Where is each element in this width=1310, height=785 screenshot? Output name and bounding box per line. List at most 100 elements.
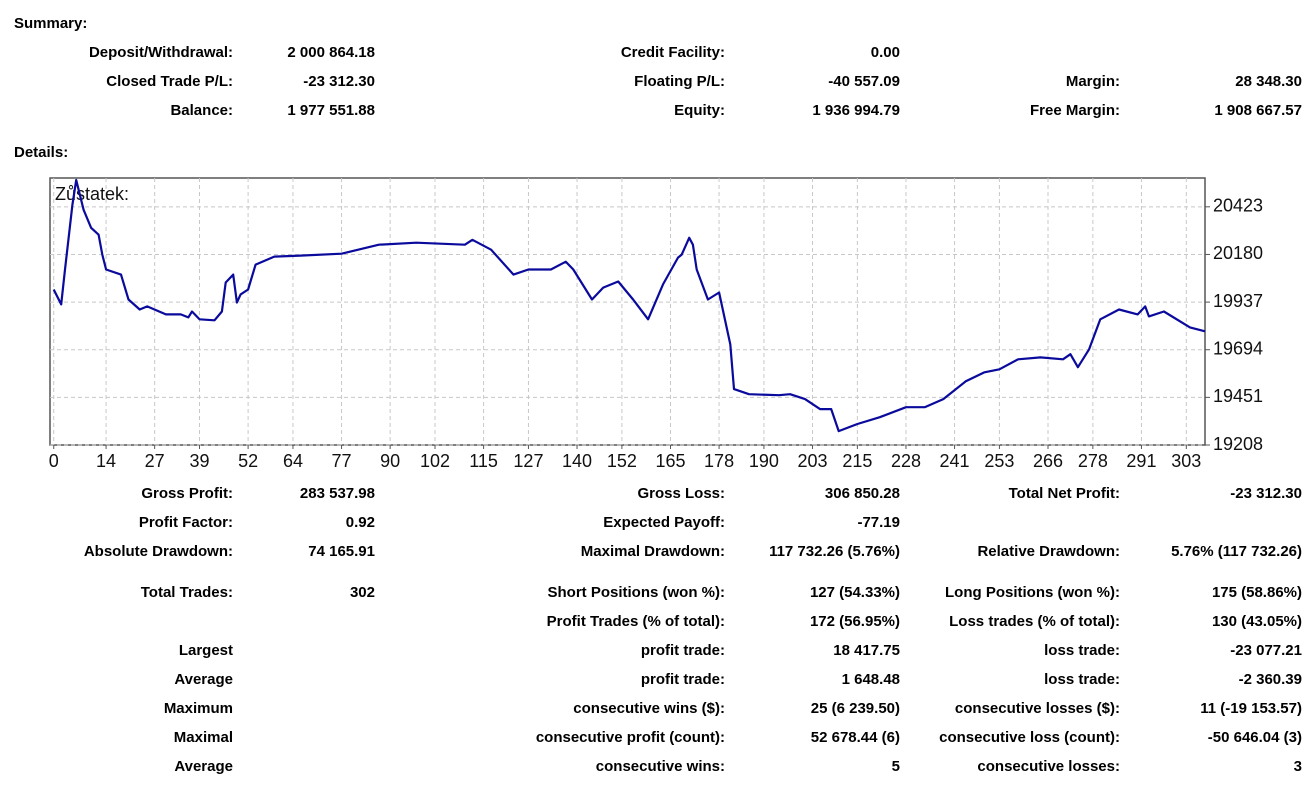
balance-line [52,178,1206,433]
field-value: 25 (6 239.50) [811,700,900,717]
x-tick-label: 152 [607,451,637,471]
field-value: -77.19 [857,514,900,531]
x-tick-label: 266 [1033,451,1063,471]
field-label: Absolute Drawdown: [84,543,233,560]
x-tick-label: 228 [891,451,921,471]
x-tick-label: 115 [469,451,498,471]
x-tick-label: 52 [238,451,258,471]
y-tick-label: 19451 [1213,386,1263,406]
field-value: 172 (56.95%) [810,613,900,630]
x-tick-label: 241 [940,451,970,471]
x-tick-label: 253 [984,451,1014,471]
x-tick-label: 102 [420,451,450,471]
chart-title: Zůstatek: [55,184,129,204]
x-tick-label: 291 [1126,451,1156,471]
field-label: Loss trades (% of total): [949,613,1120,630]
field-label: profit trade: [641,642,725,659]
x-tick-label: 90 [380,451,400,471]
x-tick-label: 203 [798,451,828,471]
field-value: 175 (58.86%) [1212,584,1302,601]
field-label: loss trade: [1044,642,1120,659]
field-value: -50 646.04 (3) [1208,729,1302,746]
field-label: Total Trades: [141,584,233,601]
field-value: -23 077.21 [1230,642,1302,659]
x-tick-label: 0 [49,451,59,471]
field-label: Expected Payoff: [603,514,725,531]
details-heading: Details: [14,144,68,161]
field-label: consecutive losses: [977,758,1120,775]
field-label: consecutive wins: [596,758,725,775]
field-label: Gross Profit: [141,485,233,502]
field-label: Free Margin: [1030,102,1120,119]
field-value: 1 648.48 [842,671,900,688]
field-value: 1 936 994.79 [812,102,900,119]
x-tick-label: 165 [655,451,685,471]
field-value: 52 678.44 (6) [811,729,900,746]
x-tick-label: 278 [1078,451,1108,471]
field-label: Largest [179,642,233,659]
field-label: Closed Trade P/L: [106,73,233,90]
field-label: Maximal Drawdown: [581,543,725,560]
field-value: 18 417.75 [833,642,900,659]
field-value: -40 557.09 [828,73,900,90]
y-tick-label: 19937 [1213,291,1263,311]
field-value: 117 732.26 (5.76%) [769,543,900,560]
field-label: consecutive wins ($): [573,700,725,717]
field-label: Deposit/Withdrawal: [89,44,233,61]
field-label: consecutive loss (count): [939,729,1120,746]
field-value: 0.00 [871,44,900,61]
y-tick-label: 19208 [1213,434,1263,454]
x-tick-label: 39 [189,451,209,471]
field-value: 127 (54.33%) [810,584,900,601]
field-label: Gross Loss: [637,485,725,502]
field-label: consecutive profit (count): [536,729,725,746]
field-value: 5.76% (117 732.26) [1171,543,1302,560]
field-label: loss trade: [1044,671,1120,688]
x-tick-label: 14 [96,451,116,471]
plot-frame [49,177,1206,446]
x-tick-label: 140 [562,451,592,471]
field-label: Maximum [164,700,233,717]
field-value: 0.92 [346,514,375,531]
field-value: 11 (-19 153.57) [1200,700,1302,717]
field-value: 74 165.91 [308,543,375,560]
field-label: Balance: [170,102,233,119]
y-tick-label: 20423 [1213,196,1263,216]
field-value: -23 312.30 [303,73,375,90]
field-label: Floating P/L: [634,73,725,90]
y-tick-label: 19694 [1213,338,1263,358]
field-label: profit trade: [641,671,725,688]
field-label: Profit Trades (% of total): [547,613,725,630]
y-tick-label: 20180 [1213,243,1263,263]
field-label: Margin: [1066,73,1120,90]
field-value: 1 908 667.57 [1214,102,1302,119]
field-value: 283 537.98 [300,485,375,502]
field-value: 302 [350,584,375,601]
field-label: Average [174,671,233,688]
x-tick-label: 27 [145,451,165,471]
field-value: 1 977 551.88 [287,102,375,119]
x-tick-label: 77 [332,451,352,471]
x-tick-label: 64 [283,451,303,471]
field-label: Equity: [674,102,725,119]
summary-heading: Summary: [14,15,87,32]
field-label: Total Net Profit: [1009,485,1120,502]
field-value: 306 850.28 [825,485,900,502]
field-label: consecutive losses ($): [955,700,1120,717]
field-label: Credit Facility: [621,44,725,61]
field-label: Long Positions (won %): [945,584,1120,601]
x-tick-label: 178 [704,451,734,471]
field-value: 5 [892,758,900,775]
x-tick-label: 303 [1171,451,1201,471]
x-tick-label: 190 [749,451,779,471]
field-value: -2 360.39 [1239,671,1302,688]
field-value: 28 348.30 [1235,73,1302,90]
field-label: Average [174,758,233,775]
field-label: Relative Drawdown: [977,543,1120,560]
x-tick-label: 215 [842,451,872,471]
field-value: 2 000 864.18 [287,44,375,61]
field-value: 3 [1294,758,1302,775]
x-tick-label: 127 [513,451,543,471]
field-value: -23 312.30 [1230,485,1302,502]
field-label: Maximal [174,729,233,746]
